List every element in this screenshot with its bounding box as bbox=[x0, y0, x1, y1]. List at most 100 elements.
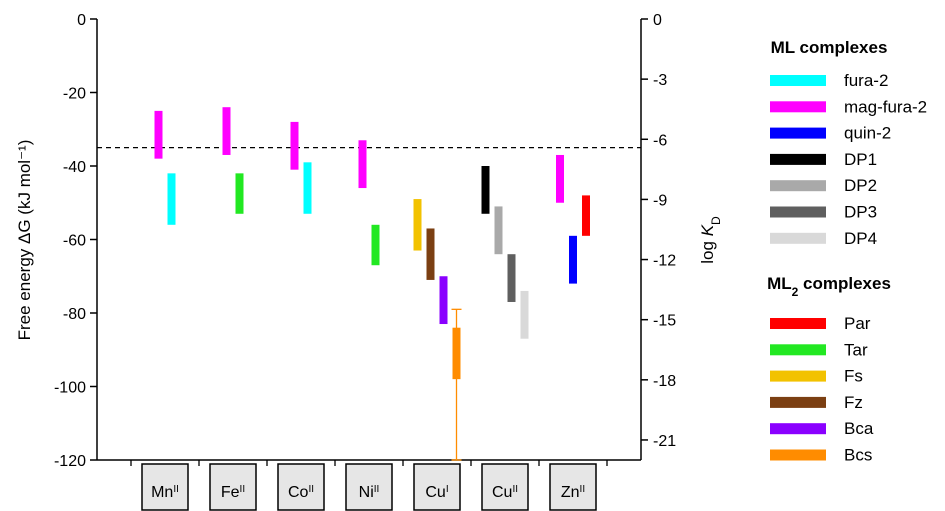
bars-layer bbox=[154, 107, 590, 461]
range-bar-mag-fura-2 bbox=[358, 140, 367, 189]
legend-label-Fs: Fs bbox=[844, 367, 863, 386]
legend-swatch-DP1 bbox=[770, 153, 826, 165]
category-oxidation-state: II bbox=[308, 484, 314, 495]
category-label: CuI bbox=[425, 484, 448, 502]
legend-swatch-mag-fura-2 bbox=[770, 101, 826, 113]
range-bar-DP3 bbox=[507, 254, 516, 302]
category-box bbox=[209, 463, 257, 511]
y2-title-log: log bbox=[698, 236, 717, 263]
legend-ml2-title-sub: 2 bbox=[792, 285, 799, 299]
y2-tick-label: -9 bbox=[653, 192, 667, 209]
legend-label-Fz: Fz bbox=[844, 393, 863, 412]
y-tick-label: -80 bbox=[63, 306, 86, 323]
y2-title-k: K bbox=[698, 224, 717, 236]
category-boxes: MnII FeII CoII NiII CuI CuII ZnII bbox=[141, 463, 597, 511]
category-oxidation-state: II bbox=[512, 484, 518, 495]
legend-swatch-DP2 bbox=[770, 180, 826, 192]
legend-ml-title: ML complexes bbox=[771, 38, 888, 57]
legend-label-DP1: DP1 bbox=[844, 150, 877, 169]
range-bar-fura-2 bbox=[167, 173, 176, 225]
category-element: Fe bbox=[221, 484, 240, 501]
legend-label-mag-fura-2: mag-fura-2 bbox=[844, 97, 927, 116]
legend-ml2-title-main: ML bbox=[767, 274, 792, 293]
category-element: Co bbox=[288, 484, 309, 501]
range-bar-DP4 bbox=[520, 290, 529, 339]
y2-tick-label: -18 bbox=[653, 373, 676, 390]
y2-title-sub: D bbox=[709, 216, 723, 225]
range-bar-Bca bbox=[439, 276, 448, 325]
category-oxidation-state: II bbox=[240, 484, 246, 495]
y-tick-label: -40 bbox=[63, 159, 86, 176]
y2-tick-label: -12 bbox=[653, 253, 676, 270]
range-bar-Tar bbox=[371, 224, 380, 266]
right-axis-ticks: 0 -3 -6 -9 -12 -15 -18 -21 bbox=[641, 12, 676, 450]
legend-swatch-quin-2 bbox=[770, 127, 826, 139]
legend-label-DP3: DP3 bbox=[844, 203, 877, 222]
category-label: NiII bbox=[359, 484, 380, 502]
y2-tick-label: -15 bbox=[653, 313, 676, 330]
legend-swatch-Par bbox=[770, 318, 826, 329]
y2-tick-label: -21 bbox=[653, 433, 676, 450]
category-oxidation-state: II bbox=[580, 484, 586, 495]
legend-swatch-Fz bbox=[770, 396, 826, 408]
range-bar-Bcs bbox=[452, 327, 461, 380]
y2-tick-label: -6 bbox=[653, 132, 667, 149]
category-box bbox=[549, 463, 597, 511]
y-axis-title: Free energy ΔG (kJ mol⁻¹) bbox=[15, 140, 34, 341]
category-box bbox=[141, 463, 189, 511]
category-label: MnII bbox=[151, 484, 179, 502]
legend-label-Par: Par bbox=[844, 314, 871, 333]
range-bar-Fz bbox=[426, 228, 435, 280]
range-bar-fura-2 bbox=[303, 162, 312, 214]
range-bar-mag-fura-2 bbox=[290, 121, 299, 170]
y2-tick-label: -3 bbox=[653, 72, 667, 89]
category-element: Ni bbox=[359, 484, 374, 501]
y-tick-label: -20 bbox=[63, 86, 86, 103]
left-axis-ticks: 0 -20 -40 -60 -80 -100 -120 bbox=[54, 12, 97, 470]
legend-label-DP2: DP2 bbox=[844, 176, 877, 195]
category-label: ZnII bbox=[561, 484, 585, 502]
category-label: CoII bbox=[288, 484, 314, 502]
legend-label-fura-2: fura-2 bbox=[844, 71, 888, 90]
range-bar-Tar bbox=[235, 173, 244, 214]
category-box bbox=[277, 463, 325, 511]
category-box bbox=[481, 463, 529, 511]
legend-swatch-Bcs bbox=[770, 449, 826, 461]
category-box bbox=[413, 463, 461, 511]
legend-ml2-title-rest: complexes bbox=[798, 274, 891, 293]
category-element: Cu bbox=[492, 484, 512, 501]
legend-ml-items: fura-2 mag-fura-2 quin-2 DP1 DP2 DP3 DP4 bbox=[770, 71, 927, 248]
category-oxidation-state: II bbox=[173, 484, 179, 495]
legend-label-Tar: Tar bbox=[844, 340, 868, 359]
category-element: Zn bbox=[561, 484, 580, 501]
legend-ml2-items: Par Tar Fs Fz Bca Bcs bbox=[770, 314, 874, 465]
range-bar-mag-fura-2 bbox=[154, 110, 163, 159]
y-tick-label: -100 bbox=[54, 380, 86, 397]
range-bar-DP2 bbox=[494, 206, 503, 255]
y-tick-label: -60 bbox=[63, 233, 86, 250]
legend-label-Bcs: Bcs bbox=[844, 446, 872, 465]
legend-label-quin-2: quin-2 bbox=[844, 124, 891, 143]
y2-axis-title: log KD bbox=[698, 216, 723, 264]
category-box bbox=[345, 463, 393, 511]
category-oxidation-state: I bbox=[446, 484, 449, 495]
range-bar-mag-fura-2 bbox=[556, 154, 564, 203]
legend-swatch-fura-2 bbox=[770, 75, 826, 86]
category-element: Cu bbox=[425, 484, 445, 501]
y2-tick-label: 0 bbox=[653, 12, 662, 29]
range-bar-DP1 bbox=[481, 166, 490, 214]
legend-swatch-DP4 bbox=[770, 232, 826, 244]
y-tick-label: -120 bbox=[54, 453, 86, 470]
legend-ml2-title: ML2 complexes bbox=[767, 274, 891, 299]
legend-swatch-Bca bbox=[770, 423, 826, 435]
category-label: FeII bbox=[221, 484, 245, 502]
legend-swatch-DP3 bbox=[770, 206, 826, 218]
category-label: CuII bbox=[492, 484, 518, 502]
bottom-axis-ticks bbox=[130, 460, 608, 466]
legend-label-Bca: Bca bbox=[844, 419, 874, 438]
y-tick-label: 0 bbox=[77, 12, 86, 29]
range-bar-Par bbox=[582, 195, 590, 236]
category-oxidation-state: II bbox=[374, 484, 380, 495]
range-bar-mag-fura-2 bbox=[222, 107, 231, 155]
